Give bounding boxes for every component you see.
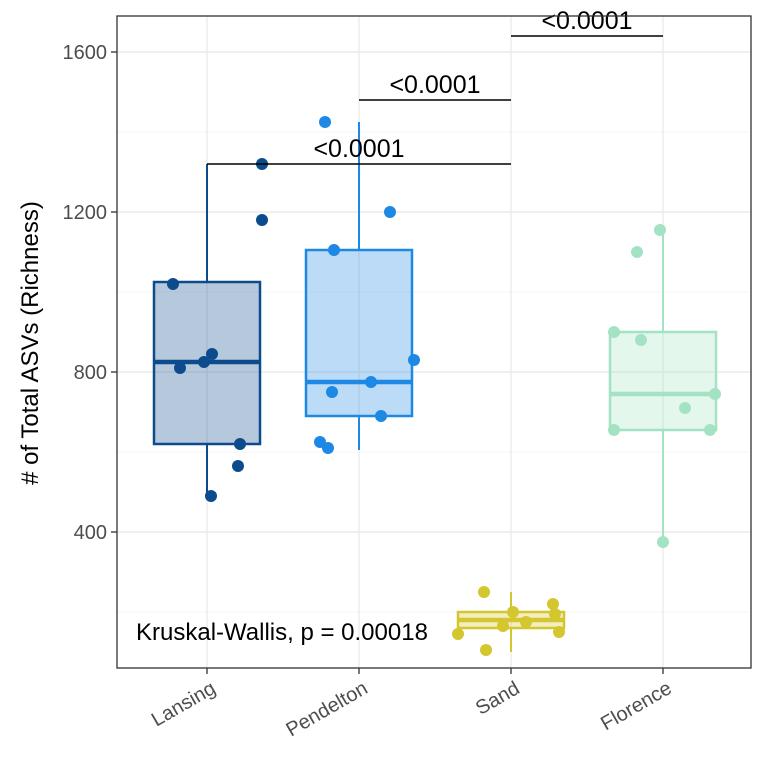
significance-brackets: <0.0001 <0.0001 <0.0001 bbox=[207, 7, 663, 165]
box-pendelton bbox=[304, 122, 414, 450]
data-point-lansing bbox=[167, 278, 179, 290]
data-point-florence bbox=[608, 326, 620, 338]
box-body bbox=[608, 330, 718, 432]
x-tick-label-pendelton: Pendelton bbox=[282, 677, 371, 741]
data-point-lansing bbox=[234, 438, 246, 450]
panel-border bbox=[116, 15, 752, 669]
data-point-lansing bbox=[232, 460, 244, 472]
y-axis-title: # of Total ASVs (Richness) bbox=[17, 201, 44, 485]
data-point-pendelton bbox=[328, 244, 340, 256]
data-point-lansing bbox=[174, 362, 186, 374]
box-body bbox=[304, 248, 414, 418]
box-sand bbox=[456, 592, 566, 652]
data-point-florence bbox=[654, 224, 666, 236]
data-point-pendelton bbox=[408, 354, 420, 366]
x-tick-label-florence: Florence bbox=[597, 677, 675, 735]
data-point-sand bbox=[452, 628, 464, 640]
data-point-sand bbox=[549, 608, 561, 620]
p-value-label: <0.0001 bbox=[541, 7, 632, 35]
data-point-lansing bbox=[198, 356, 210, 368]
data-point-lansing bbox=[256, 214, 268, 226]
box-florence bbox=[608, 230, 718, 542]
data-point-sand bbox=[553, 626, 565, 638]
data-point-lansing bbox=[205, 490, 217, 502]
data-point-pendelton bbox=[319, 116, 331, 128]
data-point-florence bbox=[704, 424, 716, 436]
data-point-florence bbox=[631, 246, 643, 258]
data-point-florence bbox=[657, 536, 669, 548]
y-tick-label: 1600 bbox=[63, 42, 108, 64]
comparison-bracket: <0.0001 bbox=[207, 135, 511, 165]
data-point-lansing bbox=[206, 348, 218, 360]
data-point-florence bbox=[679, 402, 691, 414]
points bbox=[167, 116, 721, 656]
data-point-florence bbox=[608, 424, 620, 436]
data-point-pendelton bbox=[326, 386, 338, 398]
p-value-label: <0.0001 bbox=[389, 71, 480, 99]
kruskal-wallis-annotation: Kruskal-Wallis, p = 0.00018 bbox=[136, 619, 428, 646]
data-point-sand bbox=[520, 616, 532, 628]
y-tick-label: 800 bbox=[74, 362, 107, 384]
y-tick-label: 400 bbox=[74, 522, 107, 544]
p-value-label: <0.0001 bbox=[313, 135, 404, 163]
data-point-florence bbox=[635, 334, 647, 346]
data-point-sand bbox=[547, 598, 559, 610]
data-point-pendelton bbox=[384, 206, 396, 218]
data-point-sand bbox=[478, 586, 490, 598]
data-point-sand bbox=[507, 606, 519, 618]
grid bbox=[117, 16, 751, 668]
y-tick-label: 1200 bbox=[63, 202, 108, 224]
data-point-pendelton bbox=[375, 410, 387, 422]
data-point-sand bbox=[480, 644, 492, 656]
x-tick-label-sand: Sand bbox=[472, 677, 523, 719]
x-tick-label-lansing: Lansing bbox=[148, 677, 220, 731]
data-point-florence bbox=[709, 388, 721, 400]
data-point-pendelton bbox=[365, 376, 377, 388]
comparison-bracket: <0.0001 bbox=[511, 7, 663, 37]
comparison-bracket: <0.0001 bbox=[359, 71, 511, 101]
data-point-sand bbox=[497, 620, 509, 632]
data-point-pendelton bbox=[322, 442, 334, 454]
boxes bbox=[152, 122, 718, 652]
